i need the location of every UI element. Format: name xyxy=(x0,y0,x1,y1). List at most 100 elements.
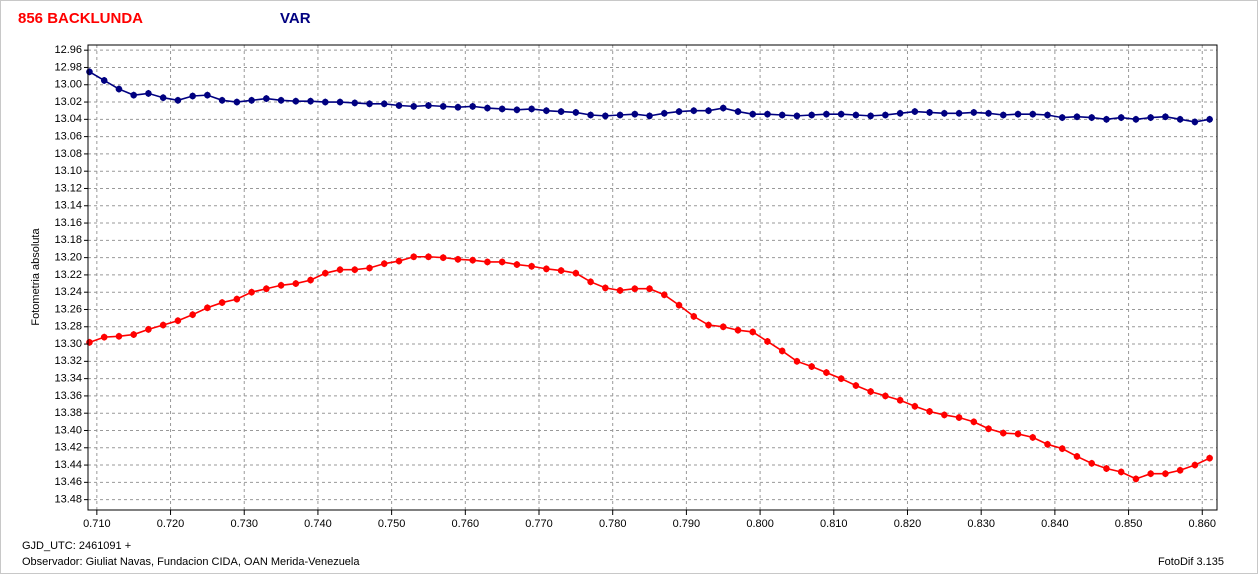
y-axis-label: Fotometria absoluta xyxy=(30,228,42,326)
data-point xyxy=(734,326,742,334)
data-point xyxy=(189,311,196,318)
data-point xyxy=(263,95,270,102)
data-point xyxy=(823,110,830,118)
data-point xyxy=(882,392,889,400)
y-tick-label: 13.32 xyxy=(54,355,82,367)
data-point xyxy=(380,260,388,267)
data-point xyxy=(882,111,889,119)
y-tick-label: 12.96 xyxy=(54,44,82,56)
data-point xyxy=(1103,465,1110,472)
plot-area xyxy=(88,45,1217,510)
x-tick-label: 0.780 xyxy=(599,518,627,530)
x-tick-label: 0.850 xyxy=(1115,518,1143,530)
x-tick-label: 0.810 xyxy=(820,518,848,530)
y-tick-label: 13.40 xyxy=(54,424,82,436)
data-point xyxy=(926,408,933,415)
data-point xyxy=(896,109,904,117)
data-point xyxy=(896,396,904,404)
data-point xyxy=(366,100,373,108)
data-point xyxy=(852,382,860,389)
data-point xyxy=(115,332,123,340)
data-point xyxy=(484,104,491,112)
data-point xyxy=(970,418,978,426)
data-point xyxy=(572,269,580,277)
data-point xyxy=(484,258,491,266)
data-point xyxy=(204,304,211,312)
y-tick-label: 13.28 xyxy=(54,321,82,333)
data-point xyxy=(277,97,285,104)
data-point xyxy=(557,108,565,115)
data-point xyxy=(1073,453,1081,460)
data-point xyxy=(469,256,476,264)
data-point xyxy=(764,110,771,118)
data-point xyxy=(1147,470,1154,477)
data-point xyxy=(911,108,919,115)
data-point xyxy=(307,97,314,105)
data-point xyxy=(719,104,727,112)
data-point xyxy=(675,108,683,115)
x-tick-label: 0.720 xyxy=(157,518,185,530)
data-point xyxy=(174,97,182,104)
data-point xyxy=(159,94,167,102)
data-point xyxy=(955,109,963,117)
data-point xyxy=(911,402,919,410)
x-tick-label: 0.710 xyxy=(83,518,111,530)
data-point xyxy=(705,107,712,114)
data-point xyxy=(749,328,757,336)
footer-text: FotoDif 3.135 xyxy=(1158,556,1224,568)
data-point xyxy=(277,281,285,289)
data-point xyxy=(145,90,152,97)
data-point xyxy=(1088,460,1096,467)
y-tick-label: 13.26 xyxy=(54,303,82,315)
data-point xyxy=(292,280,300,287)
data-point xyxy=(1132,475,1140,483)
data-point xyxy=(631,285,639,293)
data-point xyxy=(690,107,698,114)
x-tick-label: 0.830 xyxy=(967,518,995,530)
y-tick-label: 13.36 xyxy=(54,390,82,402)
data-point xyxy=(837,110,845,118)
data-point xyxy=(955,414,963,421)
data-point xyxy=(395,257,403,265)
data-point xyxy=(100,333,108,341)
data-point xyxy=(823,369,830,376)
data-point xyxy=(366,264,373,272)
data-point xyxy=(616,287,624,294)
x-tick-label: 0.740 xyxy=(304,518,332,530)
data-point xyxy=(454,103,462,111)
data-point xyxy=(248,288,255,296)
data-point xyxy=(218,97,226,104)
data-point xyxy=(439,254,447,261)
data-point xyxy=(1029,110,1037,118)
data-point xyxy=(233,295,241,303)
x-tick-label: 0.760 xyxy=(452,518,480,530)
data-point xyxy=(380,100,388,108)
data-point xyxy=(1191,461,1199,469)
x-tick-label: 0.800 xyxy=(746,518,774,530)
data-point xyxy=(86,68,93,76)
data-point xyxy=(926,109,933,116)
x-tick-label: 0.770 xyxy=(525,518,553,530)
data-point xyxy=(985,425,992,433)
data-point xyxy=(130,331,137,338)
y-tick-label: 13.24 xyxy=(54,286,82,298)
data-point xyxy=(572,109,580,116)
data-point xyxy=(1176,466,1184,474)
y-tick-label: 13.16 xyxy=(54,217,82,229)
data-point xyxy=(159,321,167,329)
data-point xyxy=(513,261,521,268)
data-point xyxy=(513,106,521,114)
data-point xyxy=(557,267,565,274)
data-point xyxy=(660,109,668,117)
data-point xyxy=(1191,118,1199,126)
data-point xyxy=(793,358,801,365)
data-point xyxy=(808,363,815,370)
data-point xyxy=(970,109,978,116)
data-point xyxy=(454,256,462,263)
plot-frame xyxy=(87,44,1218,511)
data-point xyxy=(837,375,845,382)
x-tick-label: 0.790 xyxy=(673,518,701,530)
data-point xyxy=(130,91,137,99)
data-point xyxy=(690,313,698,320)
y-tick-label: 13.00 xyxy=(54,79,82,91)
